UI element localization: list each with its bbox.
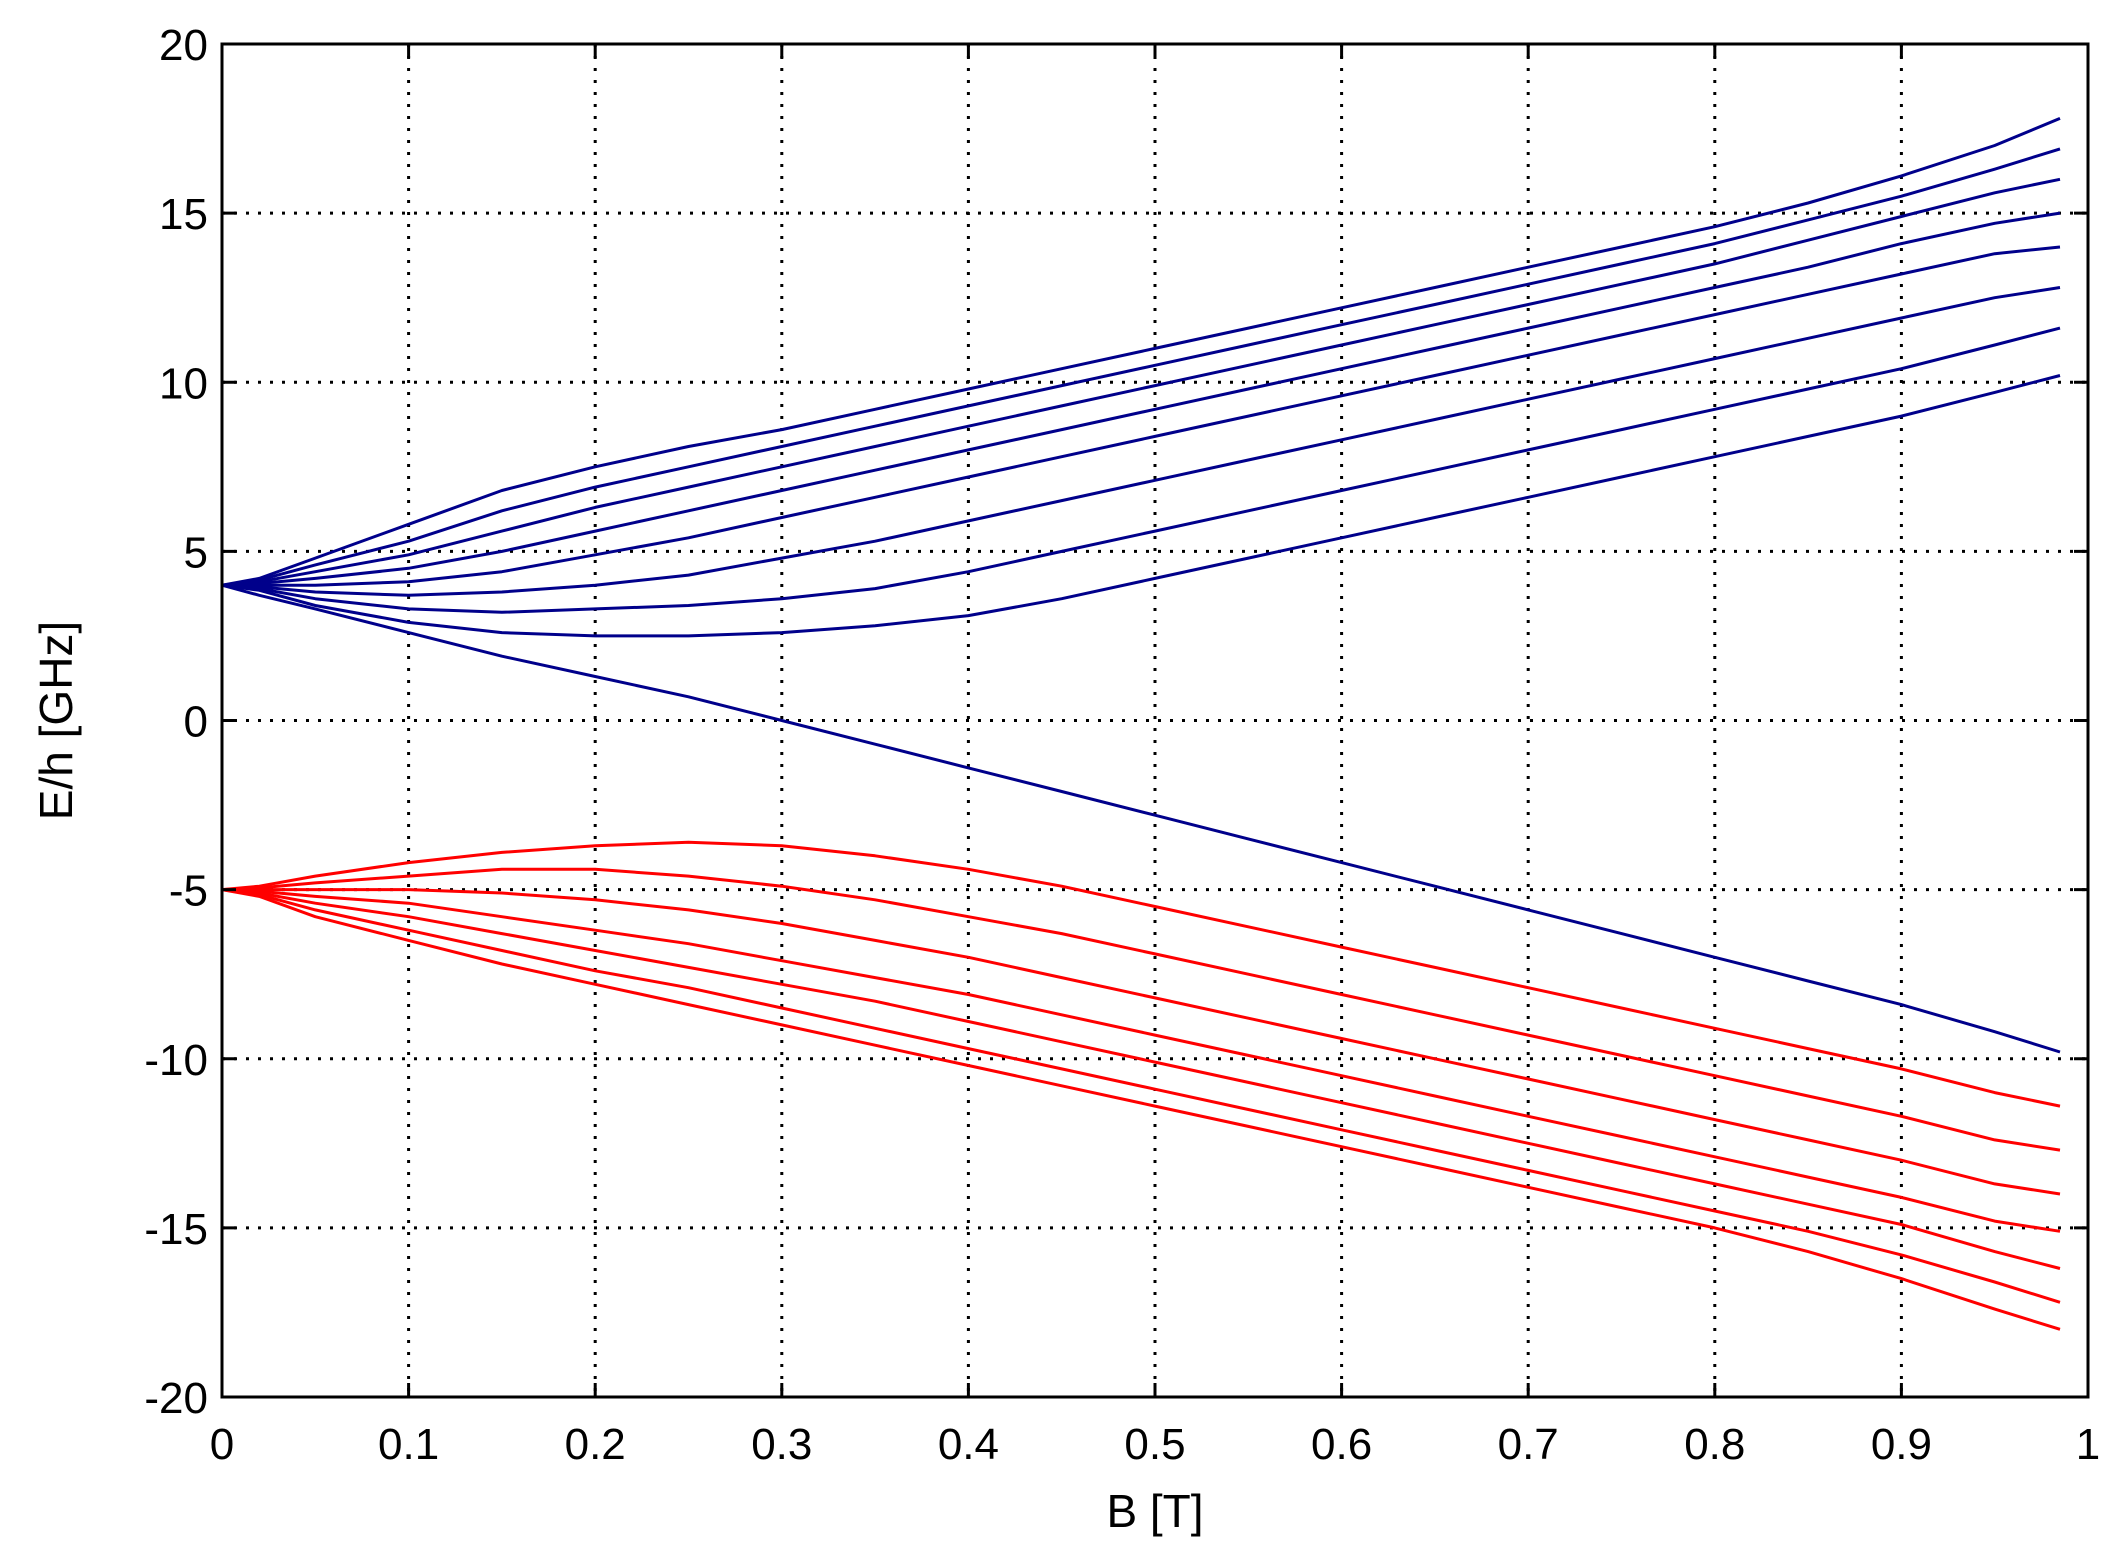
series-line-upper-3	[221, 177, 2061, 587]
x-tick-label: 0.8	[1684, 1420, 1745, 1469]
series-line-lower-13	[221, 888, 2061, 1233]
series-line-upper-8	[221, 374, 2061, 638]
series-line-lower-15	[221, 888, 2061, 1304]
x-tick-label: 0.6	[1311, 1420, 1372, 1469]
x-tick-label: 0.1	[378, 1420, 439, 1469]
y-tick-labels: -20 -15 -10 -5 0 5 10 15 20	[144, 21, 208, 1423]
series-lines	[221, 117, 2061, 1331]
y-tick-label: -15	[144, 1205, 208, 1254]
series-line-upper-1	[221, 117, 2061, 587]
x-tick-label: 0.2	[565, 1420, 626, 1469]
x-tick-label: 0.4	[938, 1420, 999, 1469]
y-tick-label: -10	[144, 1036, 208, 1085]
series-line-upper-9	[221, 583, 2061, 1054]
x-tick-label: 0.5	[1124, 1420, 1185, 1469]
series-line-upper-5	[222, 245, 2061, 587]
y-axis-label: E/h [GHz]	[30, 621, 82, 820]
x-tick-label: 0.7	[1498, 1420, 1559, 1469]
y-tick-label: 15	[159, 190, 208, 239]
series-line-upper-2	[221, 147, 2061, 587]
x-tick-label: 0.3	[751, 1420, 812, 1469]
series-line-lower-14	[221, 888, 2061, 1270]
y-tick-label: -5	[169, 867, 208, 916]
x-axis-label: B [T]	[1106, 1485, 1203, 1537]
series-line-lower-16	[221, 888, 2061, 1331]
y-tick-label: 10	[159, 359, 208, 408]
x-tick-label: 0.9	[1871, 1420, 1932, 1469]
series-line-upper-7	[221, 326, 2061, 614]
y-tick-label: 5	[184, 528, 208, 577]
series-line-upper-4	[221, 211, 2061, 587]
axis-ticks	[220, 42, 2090, 1399]
x-tick-labels: 0 0.1 0.2 0.3 0.4 0.5 0.6 0.7 0.8 0.9 1	[210, 1420, 2100, 1469]
y-tick-label: 0	[184, 698, 208, 747]
x-tick-label: 0	[210, 1420, 234, 1469]
y-tick-label: -20	[144, 1374, 208, 1423]
series-line-lower-12	[222, 888, 2061, 1196]
series-line-lower-11	[221, 867, 2061, 1152]
y-tick-label: 20	[159, 21, 208, 70]
series-line-lower-10	[221, 840, 2061, 1108]
series-line-upper-6	[221, 286, 2061, 597]
x-tick-label: 1	[2076, 1420, 2100, 1469]
